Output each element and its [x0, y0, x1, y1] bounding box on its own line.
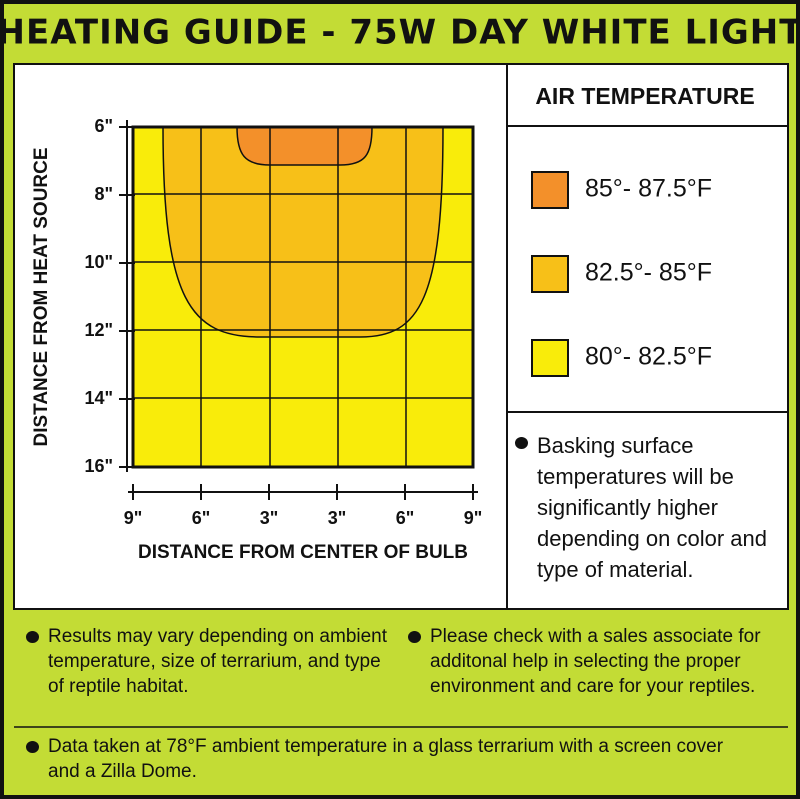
y-tick-label: 12"	[84, 320, 113, 340]
y-axis-label: DISTANCE FROM HEAT SOURCE	[31, 147, 52, 446]
note: Please check with a sales associate for …	[408, 624, 790, 699]
side-note: Basking surface temperatures will be sig…	[515, 430, 787, 585]
legend-label: 82.5°- 85°F	[585, 259, 712, 287]
note: Results may vary depending on ambient te…	[26, 626, 388, 697]
x-axis-label: DISTANCE FROM CENTER OF BULB	[138, 542, 468, 563]
legend-swatch	[531, 171, 569, 209]
legend-label: 80°- 82.5°F	[585, 343, 712, 371]
y-tick-label: 10"	[84, 252, 113, 272]
zone-mid	[162, 126, 444, 338]
note: Data taken at 78°F ambient temperature i…	[26, 734, 748, 784]
legend-label: 85°- 87.5°F	[585, 175, 712, 203]
y-tick-label: 16"	[84, 456, 113, 476]
title: HEATING GUIDE - 75W DAY WHITE LIGHT	[0, 13, 800, 53]
y-tick-label: 14"	[84, 388, 113, 408]
plot-frame	[131, 125, 475, 469]
legend-swatch	[531, 255, 569, 293]
x-tick-label: 6"	[192, 508, 211, 528]
legend-title: AIR TEMPERATURE	[535, 83, 754, 109]
x-tick-label: 6"	[396, 508, 415, 528]
y-tick-label: 6"	[94, 116, 113, 136]
x-tick-label: 9"	[124, 508, 143, 528]
x-tick-label: 3"	[260, 508, 279, 528]
x-tick-label: 9"	[464, 508, 483, 528]
legend-swatch	[531, 339, 569, 377]
zone-high	[236, 126, 373, 166]
y-tick-label: 8"	[94, 184, 113, 204]
grid	[133, 127, 473, 467]
x-tick-label: 3"	[328, 508, 347, 528]
